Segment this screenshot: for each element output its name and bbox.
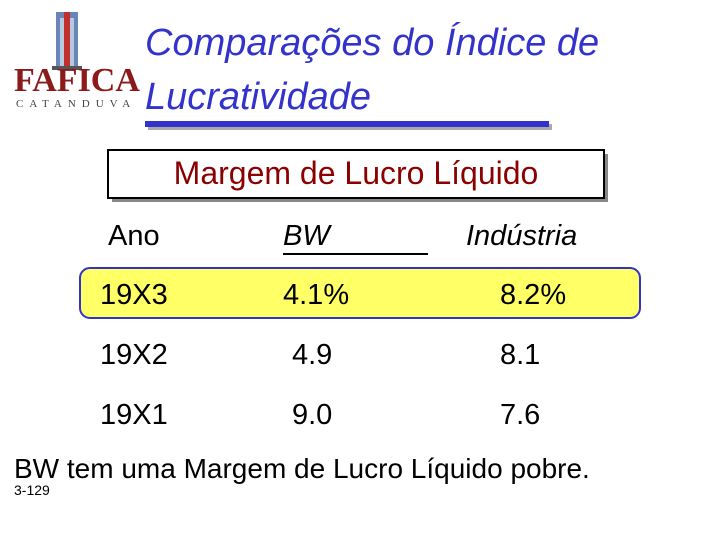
subtitle-box [107,149,605,199]
column-header: Ano [108,220,160,252]
note: BW tem uma Margem de Lucro Líquido pobre… [14,453,590,484]
table-cell: 8.2% [500,279,567,311]
column-header: BW [283,220,330,252]
table-cell: 4.9 [292,339,333,371]
table-cell: 4.1% [283,279,350,311]
table-cell: 19X2 [100,339,168,371]
title-underline [145,121,549,127]
subtitle: Margem de Lucro Líquido [173,155,539,191]
table-cell: 19X1 [100,399,168,431]
logo-city: CATANDUVA [16,98,137,110]
title-line: Lucratividade [145,76,372,118]
logo-building [52,12,82,70]
title-line: Comparações do Índice de [145,22,600,64]
logo-name: FAFICA [14,62,140,99]
table-cell: 9.0 [292,399,333,431]
slide-number: 3-129 [14,482,50,498]
table-cell: 7.6 [500,399,541,431]
table-cell: 19X3 [100,279,168,311]
highlight-row [79,267,641,319]
table-cell: 8.1 [500,339,541,371]
column-header: Indústria [466,220,578,252]
